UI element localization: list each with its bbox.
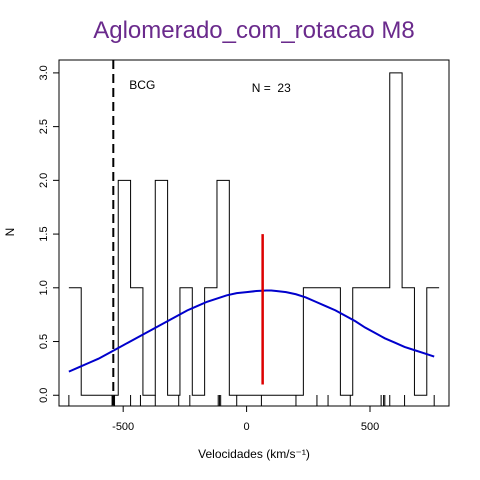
y-axis: 0.0 0.5 1.0 1.5 2.0 2.5 3.0: [38, 65, 59, 403]
x-tick-label: 500: [361, 421, 379, 433]
y-tick-label: 0.0: [38, 388, 50, 403]
y-tick-label: 2.0: [38, 173, 50, 188]
histogram-step-line: [68, 72, 440, 396]
x-axis: -500 0 500: [112, 406, 379, 433]
n-count-label: N = 23: [252, 81, 291, 95]
x-tick-label: 0: [244, 421, 250, 433]
bcg-label: BCG: [129, 78, 155, 92]
velocity-rug: [68, 395, 435, 406]
x-tick-label: -500: [112, 421, 134, 433]
y-tick-label: 0.5: [38, 334, 50, 349]
y-tick-label: 2.5: [38, 119, 50, 134]
gaussian-fit-curve: [68, 289, 435, 373]
chart-title: Aglomerado_com_rotacao M8: [93, 17, 415, 44]
y-tick-label: 3.0: [38, 65, 50, 80]
y-tick-label: 1.5: [38, 226, 50, 241]
y-axis-label: N: [3, 228, 17, 237]
y-tick-label: 1.0: [38, 280, 50, 295]
x-axis-label: Velocidades (km/s⁻¹): [198, 447, 310, 461]
plot-frame: [58, 59, 450, 407]
